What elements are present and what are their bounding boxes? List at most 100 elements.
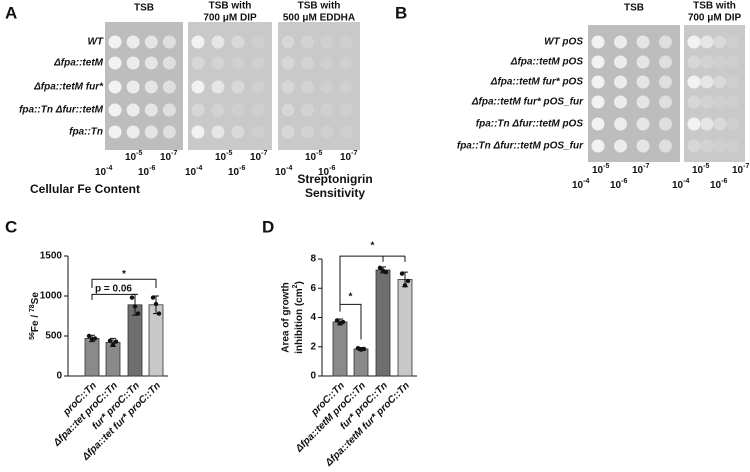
dilution-label: 10-4 (95, 165, 112, 178)
colony-spot (725, 95, 739, 109)
colony-spot (108, 103, 122, 117)
strain-label: fpa::Tn Δfur::tetM pOS_fur (457, 141, 584, 152)
bracket (339, 255, 406, 312)
colony-spot (231, 125, 245, 139)
y-axis-label: inhibition (cm2) (292, 281, 305, 354)
replicate-point (402, 283, 408, 288)
label-part: Se (30, 292, 41, 305)
dilution-label: 10-4 (572, 178, 589, 191)
colony-spot (191, 35, 205, 49)
colony-spot (300, 125, 314, 139)
colony-spot (713, 95, 727, 109)
colony-spot (713, 117, 727, 131)
colony-spot (211, 103, 225, 117)
replicate-point (340, 319, 346, 325)
colony-spot (636, 55, 650, 69)
colony-spot (320, 125, 334, 139)
replicate-point (405, 278, 411, 284)
strain-label: Δfpa::tetM fur* (33, 82, 104, 93)
dilution-label: 10-6 (610, 178, 627, 191)
dilution-label: 10-7 (732, 163, 749, 176)
label-sup: 56 (29, 332, 36, 340)
colony-spot (687, 55, 701, 69)
dilution-label: 10-7 (340, 150, 357, 163)
colony-spot (281, 103, 295, 117)
colony-spot (144, 103, 158, 117)
colony-spot (725, 75, 739, 89)
base: 10 (592, 165, 604, 176)
p-value: p = 0.06 (95, 283, 132, 294)
base: 10 (692, 165, 704, 176)
y-tick-label: 4 (310, 312, 316, 323)
colony-spot (231, 35, 245, 49)
strain-label: Δfpa::tetM (53, 58, 104, 69)
dilution-label: 10-6 (138, 165, 155, 178)
colony-spot (725, 117, 739, 131)
replicate-point (132, 304, 138, 309)
colony-spot (659, 95, 672, 109)
colony-spot (713, 75, 727, 89)
plate-header: 700 μM DIP (203, 13, 257, 24)
chart-title: Cellular Fe Content (30, 182, 140, 196)
exponent: -7 (643, 163, 649, 170)
dilution-label: 10-4 (275, 165, 292, 178)
colony-spot (687, 95, 701, 109)
chart-title: Streptonigrin (297, 172, 372, 186)
dilution-label: 10-5 (592, 163, 609, 176)
exponent: -5 (226, 150, 232, 157)
exponent: -4 (583, 178, 589, 185)
chart-title: Sensitivity (305, 186, 365, 200)
colony-spot (231, 103, 245, 117)
dilution-label: 10-7 (632, 163, 649, 176)
bar (332, 321, 348, 377)
replicate-point (377, 265, 383, 270)
plate-photo (278, 22, 360, 150)
exponent: -6 (721, 178, 727, 185)
bracket (91, 293, 136, 300)
colony-spot (339, 35, 353, 49)
exponent: -5 (136, 150, 142, 157)
exponent: -6 (239, 165, 245, 172)
colony-spot (725, 55, 739, 69)
colony-spot (211, 80, 225, 94)
exponent: -4 (196, 165, 202, 172)
colony-spot (320, 80, 334, 94)
replicate-point (361, 346, 367, 352)
significance: * (349, 292, 353, 303)
colony-spot (636, 75, 650, 89)
label-part: ) (294, 281, 305, 284)
dilution-label: 10-7 (250, 150, 267, 163)
panel-letter: B (395, 3, 407, 22)
colony-spot (108, 35, 122, 49)
replicate-point (399, 271, 405, 276)
exponent: -4 (683, 178, 689, 185)
base: 10 (215, 152, 227, 163)
colony-spot (281, 125, 295, 139)
colony-spot (191, 125, 205, 139)
colony-spot (251, 56, 265, 70)
colony-spot (251, 80, 265, 94)
y-tick-label: 0 (56, 371, 62, 382)
exponent: -7 (261, 150, 267, 157)
replicate-point (110, 342, 116, 347)
replicate-point (150, 295, 156, 300)
plate-header: TSB (624, 3, 644, 14)
colony-spot (687, 35, 701, 49)
colony-spot (614, 117, 627, 131)
colony-spot (320, 103, 334, 117)
dilution-label: 10-5 (305, 150, 322, 163)
colony-spot (108, 125, 122, 139)
bar (148, 304, 164, 377)
colony-spot (251, 35, 265, 49)
dilution-label: 10-6 (228, 165, 245, 178)
colony-spot (659, 117, 672, 131)
colony-spot (713, 55, 727, 69)
colony-spot (126, 56, 140, 70)
colony-spot (281, 80, 295, 94)
base: 10 (672, 180, 684, 191)
colony-spot (162, 80, 176, 94)
colony-spot (126, 35, 140, 49)
exponent: -7 (351, 150, 357, 157)
label-part: inhibition (cm (294, 288, 305, 354)
plate-header: TSB with (209, 1, 252, 12)
